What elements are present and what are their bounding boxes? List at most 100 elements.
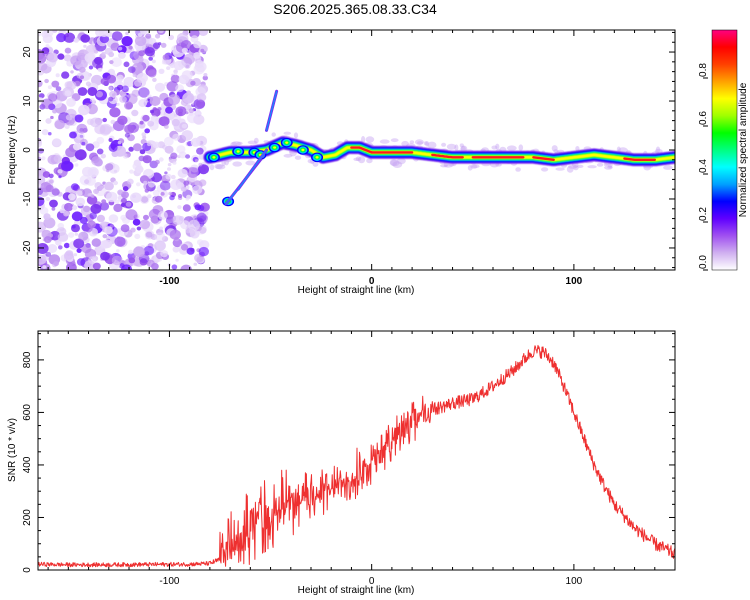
noise-speckle [104, 226, 113, 235]
noise-speckle [171, 264, 178, 270]
noise-speckle [112, 93, 116, 97]
ridge-halo-speckle [293, 132, 299, 139]
noise-speckle [58, 175, 62, 179]
ridge-halo-speckle [253, 137, 259, 144]
noise-speckle [181, 130, 193, 141]
noise-speckle [188, 219, 200, 231]
noise-speckle [175, 84, 185, 93]
noise-speckle [101, 199, 107, 204]
noise-speckle [143, 180, 148, 185]
ridge-halo-speckle [515, 167, 521, 172]
ridge-blob [285, 141, 289, 144]
noise-speckle [101, 51, 106, 56]
noise-speckle [190, 248, 195, 252]
noise-speckle [57, 232, 69, 242]
noise-speckle [65, 147, 77, 158]
ridge-halo-speckle [541, 167, 549, 172]
noise-speckle [102, 234, 108, 239]
ridge-halo-speckle [390, 159, 400, 167]
snr-ticks: -100 0 100 0 200 400 600 800 [22, 331, 676, 587]
noise-speckle [168, 191, 173, 196]
noise-speckle [128, 249, 134, 255]
ridge-halo-speckle [221, 159, 226, 167]
noise-speckle [148, 56, 153, 61]
noise-speckle [168, 94, 181, 105]
noise-speckle [72, 205, 78, 211]
noise-speckle [91, 194, 95, 198]
ridge-halo-speckle [283, 131, 292, 135]
noise-speckle [132, 218, 141, 226]
noise-speckle [196, 239, 204, 246]
noise-speckle [117, 196, 122, 200]
noise-speckle [74, 163, 79, 167]
noise-speckle [154, 82, 166, 92]
ridge-blob [315, 156, 319, 159]
noise-speckle [38, 183, 42, 189]
noise-speckle [79, 75, 85, 80]
ridge-halo-speckle [366, 158, 373, 164]
snr-frame [37, 330, 676, 571]
noise-speckle [134, 233, 141, 240]
noise-speckle [78, 66, 86, 73]
spectrogram-noise-region [38, 30, 210, 270]
noise-speckle [143, 245, 155, 256]
noise-speckle [132, 73, 137, 77]
x-tick-label: 0 [369, 576, 375, 587]
ridge-halo-speckle [396, 157, 406, 165]
noise-speckle [96, 148, 104, 155]
noise-speckle [38, 32, 42, 37]
ridge-halo-speckle [245, 160, 256, 166]
noise-speckle [185, 154, 191, 159]
noise-speckle [152, 42, 161, 49]
noise-speckle [145, 231, 153, 238]
noise-speckle [164, 171, 168, 175]
noise-speckle [38, 254, 47, 265]
noise-speckle [200, 48, 205, 53]
noise-speckle [41, 98, 54, 110]
noise-speckle [90, 117, 101, 128]
noise-speckle [109, 60, 114, 65]
noise-speckle [138, 50, 146, 57]
noise-speckle [172, 133, 180, 141]
noise-speckle [93, 188, 99, 195]
ridge-halo-speckle [271, 132, 276, 137]
noise-speckle [111, 57, 122, 68]
noise-speckle [49, 199, 58, 208]
noise-speckle [97, 67, 103, 72]
figure-title: S206.2025.365.08.33.C34 [273, 1, 437, 17]
ridge-halo-speckle [568, 164, 578, 169]
noise-speckle [64, 124, 70, 129]
noise-speckle [196, 108, 200, 112]
noise-speckle [169, 229, 181, 240]
diagonal-streak-core [237, 149, 268, 190]
noise-speckle [55, 73, 60, 78]
noise-speckle [119, 95, 127, 103]
noise-speckle [164, 124, 169, 129]
ridge-halo-speckle [575, 146, 580, 152]
noise-speckle [39, 207, 49, 215]
noise-speckle [126, 153, 131, 157]
noise-speckle [170, 152, 178, 160]
ridge-halo-speckle [231, 141, 242, 146]
x-tick-label: 100 [566, 576, 583, 587]
noise-speckle [162, 54, 170, 61]
colorbar-label: Normalized spectral amplitude [738, 82, 749, 217]
noise-speckle [125, 31, 129, 36]
noise-speckle [195, 99, 206, 109]
noise-speckle [108, 214, 119, 223]
ridge-core-peak [431, 153, 464, 159]
noise-speckle [145, 33, 152, 39]
noise-speckle [128, 146, 134, 152]
ridge-halo-speckle [551, 145, 558, 152]
colorbar-gradient [711, 29, 738, 271]
noise-speckle [108, 96, 114, 102]
ridge-halo-speckle [358, 156, 366, 164]
noise-speckle [68, 232, 75, 238]
noise-speckle [49, 230, 61, 241]
y-tick-label: 0 [22, 147, 33, 153]
noise-speckle [134, 165, 144, 174]
noise-speckle [198, 30, 209, 36]
noise-speckle [88, 65, 94, 70]
snr-ylabel: SNR (10 * v/v) [7, 418, 18, 482]
noise-speckle [121, 36, 133, 47]
